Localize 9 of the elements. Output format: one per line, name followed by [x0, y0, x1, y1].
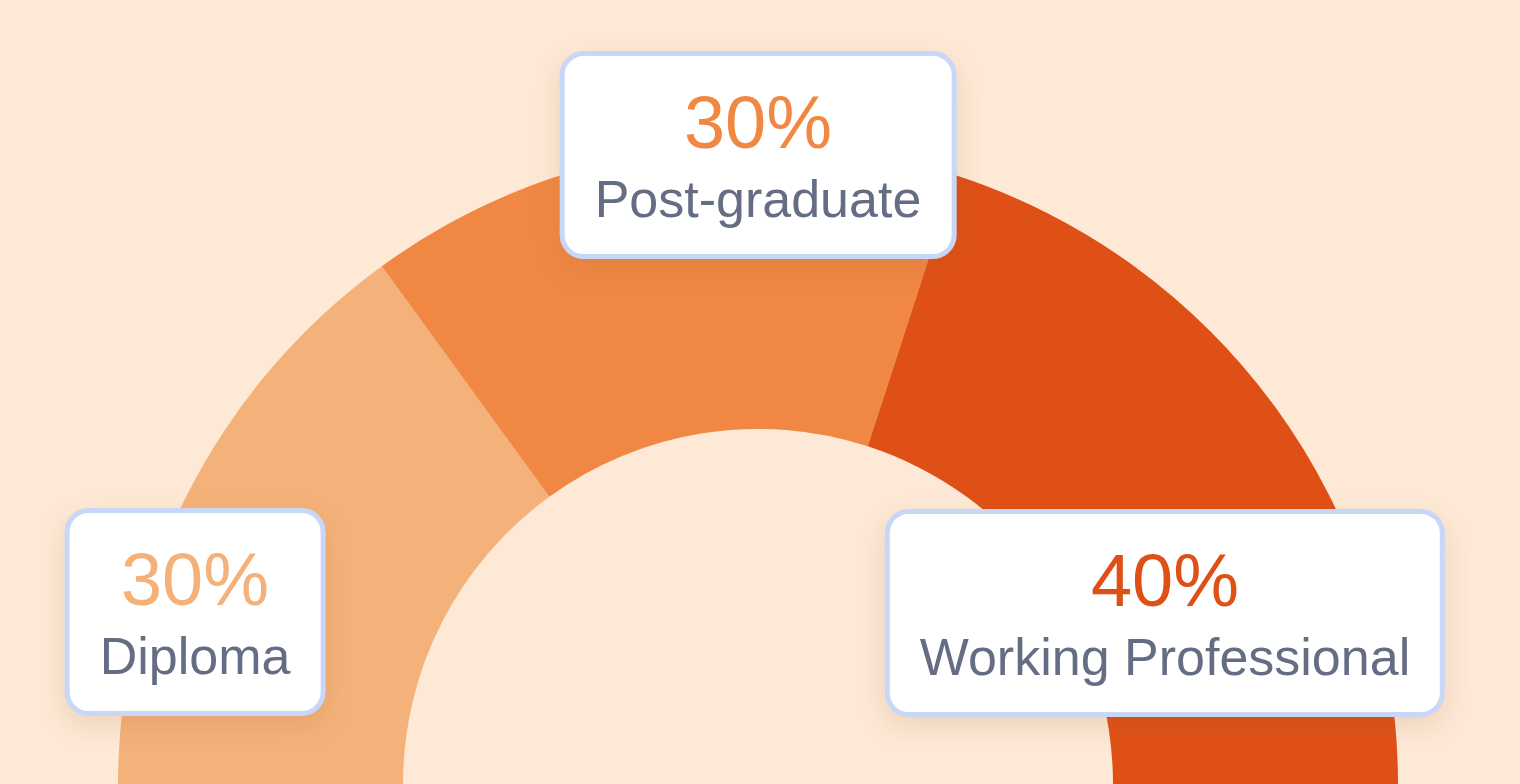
slice-label: Diploma [99, 626, 291, 687]
callout-box: 40% Working Professional [884, 509, 1446, 717]
slice-label: Post-graduate [594, 169, 922, 230]
slice-label: Working Professional [919, 627, 1411, 688]
data-label: 30% [119, 537, 271, 623]
data-label: 40% [1089, 538, 1241, 624]
callout-box: 30% Diploma [64, 508, 326, 716]
callout-box: 30% Post-graduate [559, 51, 957, 259]
data-label: 30% [682, 80, 834, 166]
